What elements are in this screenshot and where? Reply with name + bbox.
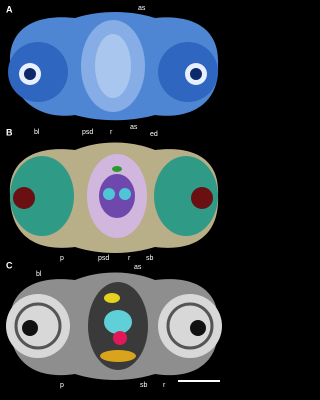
- label: bl: [36, 271, 42, 278]
- label: sb: [146, 255, 154, 262]
- label: r: [163, 382, 166, 389]
- structure-left: [103, 188, 115, 200]
- panel-letter: C: [6, 260, 13, 270]
- label: as: [130, 124, 138, 131]
- structure-bottom: [100, 350, 136, 362]
- panel-a: A as: [6, 4, 219, 121]
- eye-ring-right: [166, 302, 214, 350]
- pupil-left: [24, 68, 36, 80]
- structure-right: [119, 188, 131, 200]
- lens-left: [22, 320, 38, 336]
- label: bl: [34, 129, 40, 136]
- panel-c: C bl as p sb r: [6, 260, 222, 389]
- label: psd: [98, 255, 109, 262]
- structure-red: [113, 331, 127, 345]
- structure-top: [104, 293, 120, 303]
- pupil-right: [190, 68, 202, 80]
- page: A as B bl psd r as ed p psd r sb: [6, 4, 222, 389]
- label: p: [60, 382, 64, 389]
- lens-right: [191, 187, 213, 209]
- eye-left: [10, 156, 74, 236]
- label: as: [138, 5, 146, 12]
- panel-b: B bl psd r as ed p psd r sb: [6, 124, 219, 262]
- label: r: [110, 129, 113, 136]
- panel-letter: A: [6, 4, 13, 14]
- label: ed: [150, 131, 158, 138]
- structure-top: [112, 166, 122, 172]
- eye-ring-left: [14, 302, 62, 350]
- brain-core: [99, 174, 135, 218]
- lens-left: [13, 187, 35, 209]
- panel-letter: B: [6, 127, 13, 137]
- structure-center: [104, 310, 132, 334]
- label: sb: [140, 382, 148, 389]
- label: as: [134, 264, 142, 271]
- label: psd: [82, 129, 93, 136]
- eye-right: [154, 156, 218, 236]
- label: r: [128, 255, 131, 262]
- label: p: [60, 255, 64, 262]
- figure: A as B bl psd r as ed p psd r sb: [6, 4, 222, 389]
- lens-right: [190, 320, 206, 336]
- brain-core: [95, 34, 131, 98]
